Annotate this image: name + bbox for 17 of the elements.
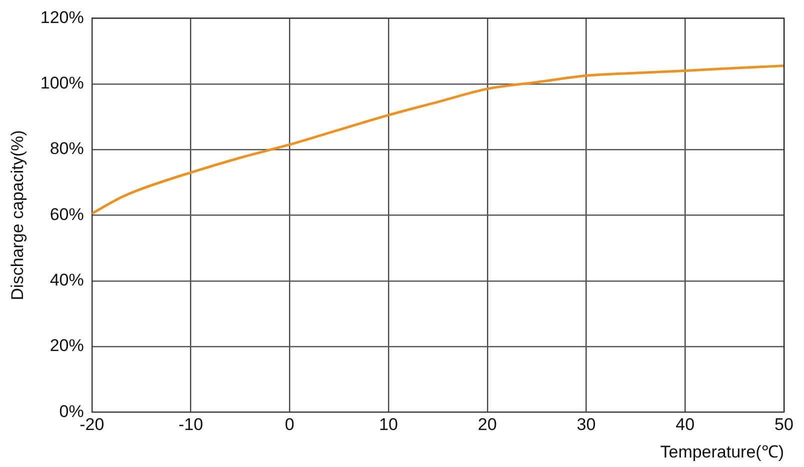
y-tick-label: 100% <box>40 74 84 93</box>
y-tick-label: 20% <box>50 336 84 356</box>
x-tick-label: 30 <box>576 415 596 434</box>
x-tick-label: 40 <box>676 415 695 434</box>
y-tick-label: 60% <box>50 204 84 224</box>
x-axis-title: Temperature(℃) <box>660 442 784 462</box>
y-axis-title: Discharge capacity(%) <box>8 130 27 300</box>
y-tick-label: 120% <box>40 8 84 27</box>
x-tick-label: -10 <box>178 415 204 434</box>
line-series <box>92 64 784 215</box>
y-tick-label: 0% <box>59 402 84 421</box>
y-tick-label: 80% <box>50 139 84 158</box>
x-tick-label: 50 <box>774 415 794 434</box>
y-tick-label: 40% <box>50 270 84 290</box>
x-tick-label: 20 <box>478 415 497 434</box>
x-tick-label: 10 <box>379 415 398 434</box>
x-tick-label: 0 <box>284 415 294 434</box>
